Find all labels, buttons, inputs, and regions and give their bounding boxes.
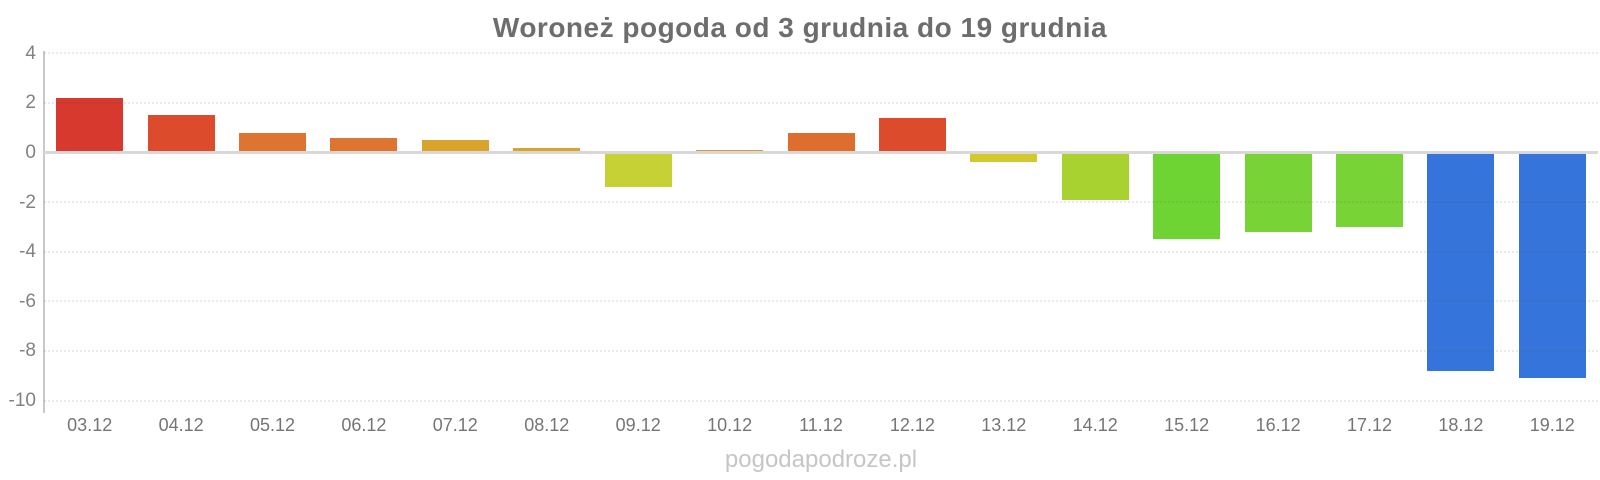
x-tick-label: 10.12	[707, 415, 753, 435]
x-tick-label: 05.12	[249, 415, 296, 435]
x-tick-label: 13.12	[981, 415, 1027, 435]
watermark-text: pogodapodroze.pl	[724, 446, 918, 473]
bar-18.12[interactable]	[1427, 154, 1495, 371]
zero-gridline	[44, 151, 1598, 154]
bar-03.12[interactable]	[56, 97, 124, 151]
bar-15.12[interactable]	[1153, 154, 1221, 240]
bar-06.12[interactable]	[330, 137, 398, 151]
gridline	[44, 349, 1598, 352]
bar-17.12[interactable]	[1336, 154, 1403, 227]
bar-11.12[interactable]	[787, 132, 855, 151]
bar-14.12[interactable]	[1061, 154, 1129, 200]
y-tick-label: -10	[8, 390, 36, 411]
bar-08.12[interactable]	[513, 147, 581, 151]
bar-09.12[interactable]	[604, 154, 672, 188]
y-axis-line	[43, 51, 45, 413]
bar-13.12[interactable]	[970, 154, 1038, 163]
gridline	[44, 399, 1598, 402]
x-tick-label: 14.12	[1072, 415, 1118, 435]
y-tick-label: -8	[19, 340, 36, 362]
gridline	[44, 201, 1598, 204]
x-tick-label: 19.12	[1529, 415, 1575, 435]
bar-10.12[interactable]	[696, 150, 764, 151]
chart-title: Woroneż pogoda od 3 grudnia do 19 grudni…	[492, 12, 1108, 43]
bar-19.12[interactable]	[1518, 154, 1586, 379]
y-tick-label: 0	[25, 142, 36, 163]
bar-16.12[interactable]	[1244, 154, 1312, 232]
x-tick-label: 09.12	[615, 415, 661, 435]
gridline	[44, 300, 1598, 303]
y-tick-label: -4	[19, 241, 36, 263]
x-tick-label: 07.12	[432, 415, 478, 435]
x-tick-label: 12.12	[889, 415, 935, 435]
y-tick-label: -2	[19, 191, 36, 213]
x-tick-label: 18.12	[1438, 415, 1484, 435]
gridline	[44, 250, 1598, 253]
bar-04.12[interactable]	[147, 115, 215, 151]
x-tick-label: 03.12	[67, 415, 113, 435]
bar-12.12[interactable]	[878, 117, 946, 151]
x-tick-label: 16.12	[1255, 415, 1301, 435]
y-tick-label: -6	[19, 290, 36, 312]
x-tick-label: 04.12	[158, 415, 204, 435]
y-tick-label: 2	[25, 92, 36, 114]
y-tick-label: 4	[25, 42, 36, 64]
bar-07.12[interactable]	[421, 140, 489, 151]
x-tick-label: 06.12	[341, 415, 387, 435]
x-tick-label: 15.12	[1164, 415, 1210, 435]
bar-05.12[interactable]	[239, 132, 306, 151]
gridline	[44, 101, 1598, 104]
x-tick-label: 11.12	[799, 415, 843, 435]
x-tick-label: 08.12	[524, 415, 570, 435]
x-tick-label: 17.12	[1346, 415, 1393, 435]
gridline	[44, 52, 1598, 55]
